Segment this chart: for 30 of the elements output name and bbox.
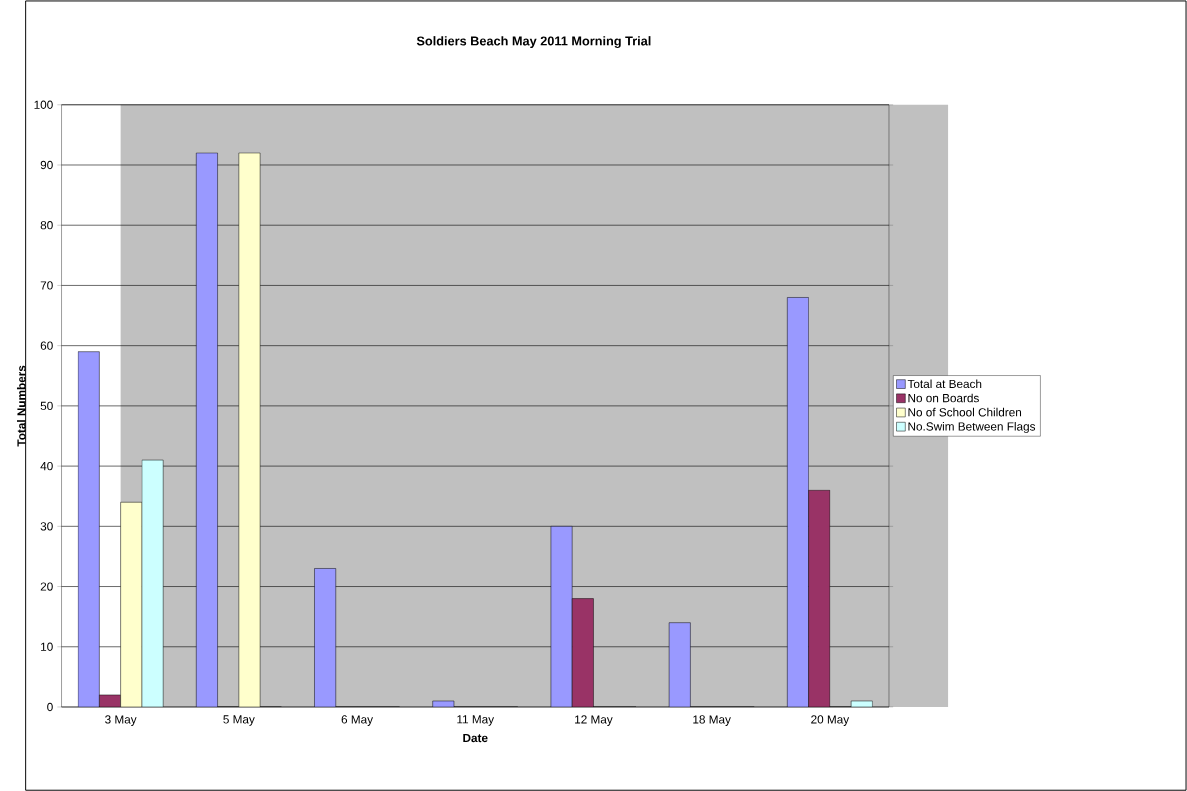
y-tick-label: 80 xyxy=(40,220,53,230)
bar xyxy=(808,489,831,707)
chart-title: Soldiers Beach May 2011 Morning Trial xyxy=(416,36,651,48)
x-axis-title: Date xyxy=(463,733,488,743)
y-tick-label: 70 xyxy=(40,281,53,290)
bar xyxy=(141,459,164,707)
y-tick-label: 0 xyxy=(47,702,53,712)
y-tick-label: 90 xyxy=(40,160,53,170)
x-tick-label: 11 May xyxy=(457,715,495,726)
x-tick-label: 5 May xyxy=(223,715,255,726)
legend-label: No of School Children xyxy=(908,407,1022,417)
legend-label: No on Boards xyxy=(908,393,979,403)
legend-label: No.Swim Between Flags xyxy=(908,421,1036,433)
y-tick-label: 60 xyxy=(40,341,53,350)
bar xyxy=(238,152,261,707)
x-tick-label: 20 May xyxy=(811,715,850,726)
x-tick-label: 18 May xyxy=(693,715,731,726)
y-tick-label: 30 xyxy=(40,522,53,531)
x-tick-label: 12 May xyxy=(575,715,613,726)
bar xyxy=(571,598,594,707)
legend-label: Total at Beach xyxy=(907,379,982,388)
x-tick-label: 3 May xyxy=(105,715,137,726)
y-axis-title: Total Numbers xyxy=(16,365,26,447)
y-tick-label: 40 xyxy=(40,461,53,471)
y-tick-label: 10 xyxy=(41,642,53,651)
bar xyxy=(120,501,143,707)
x-tick-label: 6 May xyxy=(341,715,374,726)
y-tick-label: 50 xyxy=(40,401,53,410)
y-tick-label: 100 xyxy=(34,100,53,109)
y-tick-label: 20 xyxy=(40,582,53,591)
